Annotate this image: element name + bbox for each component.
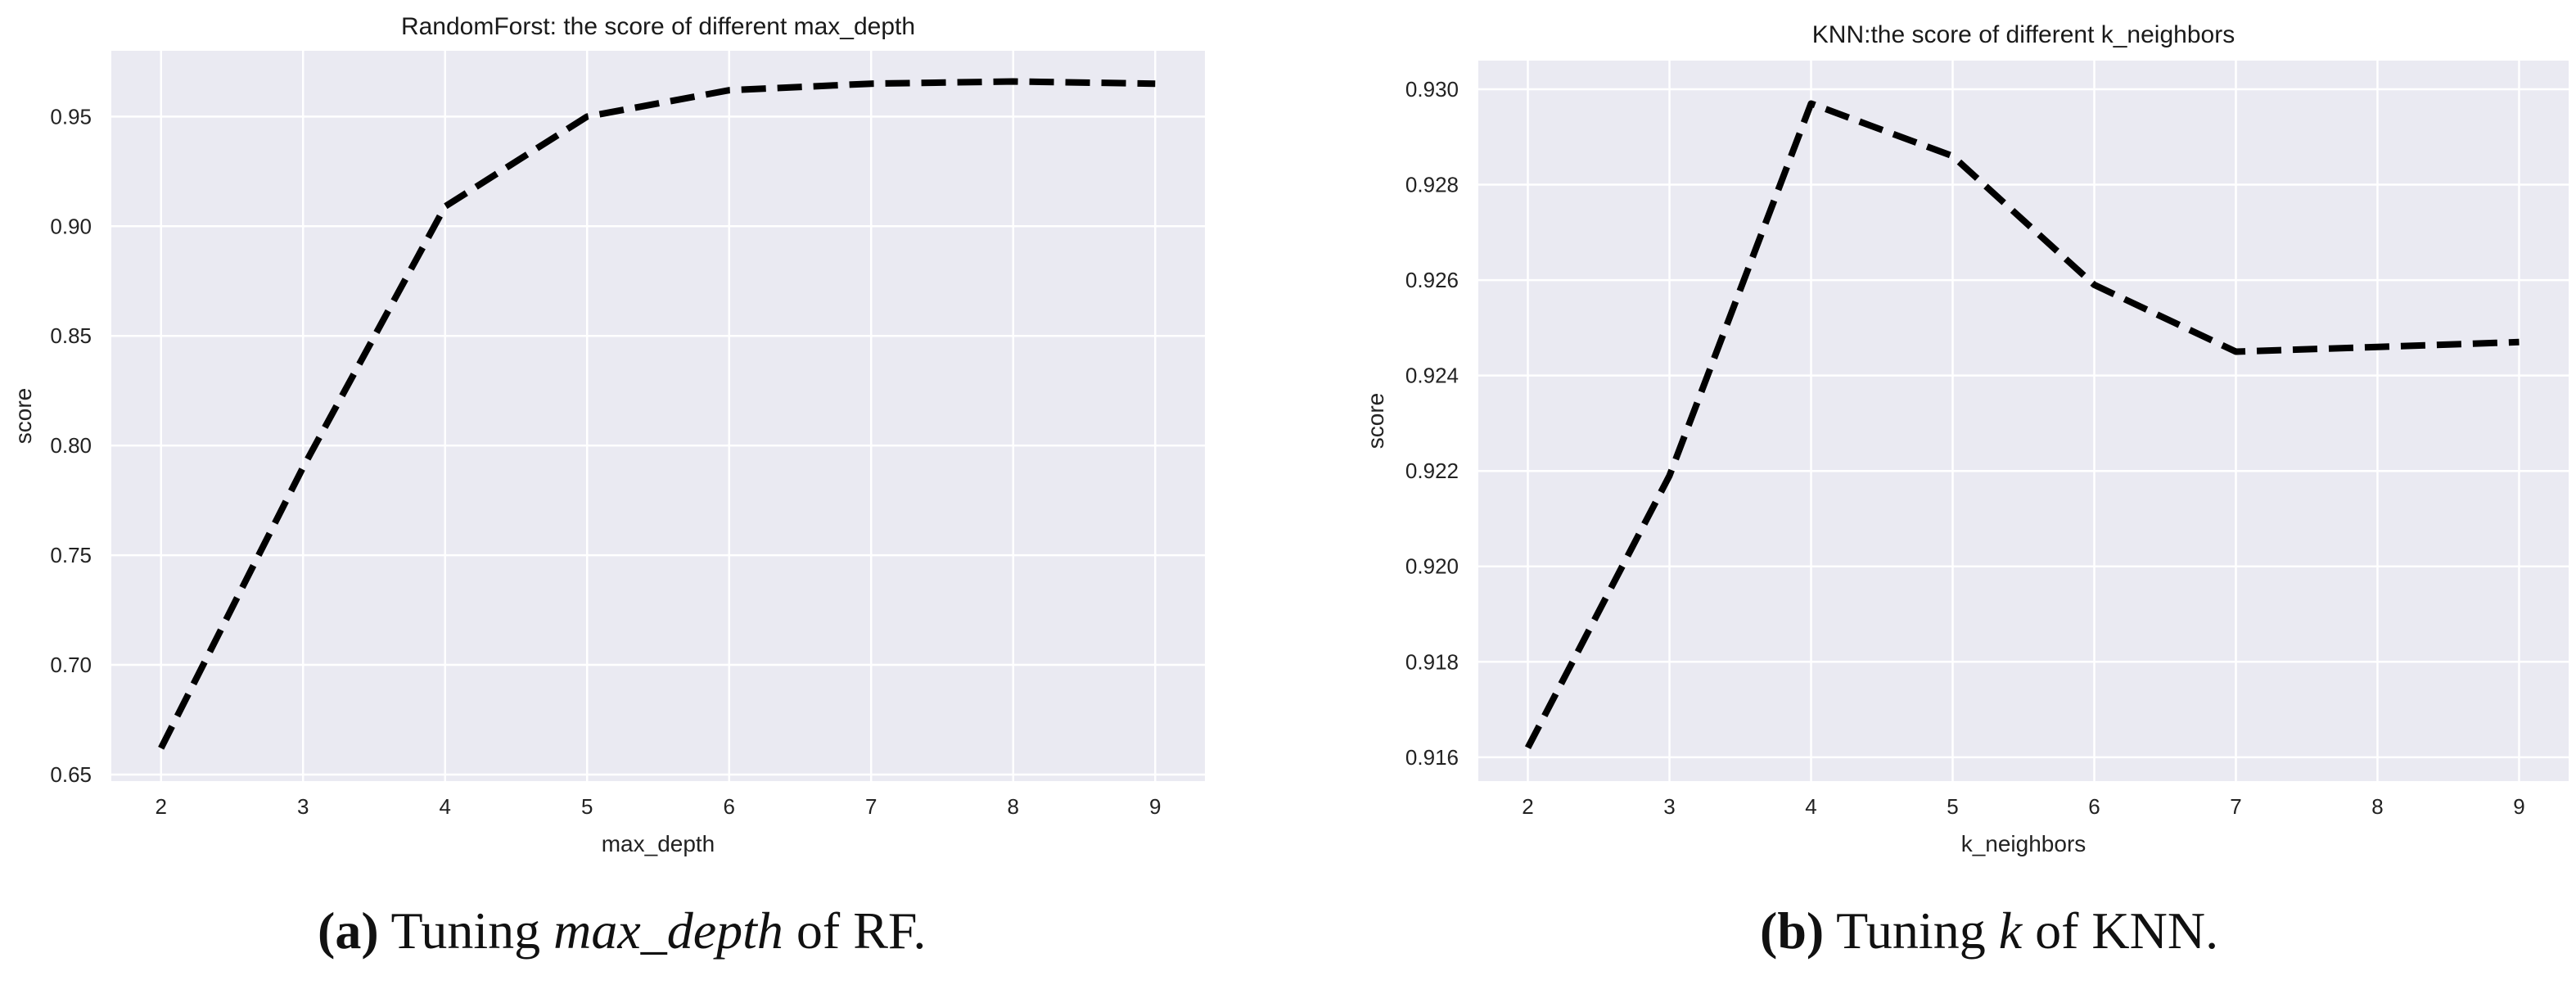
- chart-b-x-tick-label: 9: [2513, 794, 2524, 819]
- chart-a-x-tick-label: 2: [155, 794, 166, 819]
- chart-b-y-tick-label: 0.928: [1405, 173, 1459, 197]
- chart-b-x-tick-label: 3: [1663, 794, 1675, 819]
- chart-b-x-ticks: 2 3 4 5 6 7 8 9: [1522, 794, 2524, 819]
- chart-a-x-tick-label: 5: [581, 794, 593, 819]
- chart-a-y-tick-label: 0.85: [50, 323, 92, 348]
- chart-a-plot-area: [111, 51, 1205, 781]
- chart-b-y-tick-label: 0.926: [1405, 268, 1459, 292]
- caption-a: (a) Tuning max_depth of RF.: [318, 901, 926, 961]
- caption-b-post: of KNN.: [2022, 901, 2218, 960]
- chart-a-y-ticks: 0.65 0.70 0.75 0.80 0.85 0.90 0.95: [50, 104, 92, 787]
- caption-b-label: (b): [1760, 901, 1824, 960]
- chart-a: 2 3 4 5 6 7 8 9 0.65 0.70 0.75 0.80 0.85 0.90 0.95 Ra…: [11, 13, 1205, 856]
- chart-a-y-tick-label: 0.90: [50, 214, 92, 238]
- chart-b-y-tick-label: 0.918: [1405, 649, 1459, 674]
- caption-a-italic: max_depth: [553, 901, 783, 960]
- chart-a-y-tick-label: 0.75: [50, 543, 92, 567]
- chart-a-y-tick-label: 0.95: [50, 104, 92, 129]
- chart-a-x-tick-label: 7: [865, 794, 877, 819]
- chart-b-y-tick-label: 0.924: [1405, 364, 1459, 388]
- chart-b-y-tick-label: 0.922: [1405, 459, 1459, 483]
- chart-b-x-label: k_neighbors: [1961, 831, 2087, 856]
- chart-a-x-ticks: 2 3 4 5 6 7 8 9: [155, 794, 1161, 819]
- chart-b-y-tick-label: 0.930: [1405, 77, 1459, 102]
- caption-b-italic: k: [1999, 901, 2022, 960]
- chart-a-x-tick-label: 6: [724, 794, 735, 819]
- chart-b-y-label: score: [1363, 393, 1388, 449]
- caption-b-pre: Tuning: [1824, 901, 1998, 960]
- chart-a-y-tick-label: 0.70: [50, 653, 92, 677]
- chart-b-y-tick-label: 0.920: [1405, 554, 1459, 579]
- caption-a-pre: Tuning: [379, 901, 553, 960]
- chart-b-x-tick-label: 2: [1522, 794, 1533, 819]
- chart-b-title: KNN:the score of different k_neighbors: [1812, 21, 2235, 48]
- chart-a-y-label: score: [11, 388, 36, 444]
- chart-b-x-tick-label: 5: [1947, 794, 1958, 819]
- chart-b-y-tick-label: 0.916: [1405, 745, 1459, 770]
- chart-a-x-tick-label: 3: [297, 794, 309, 819]
- chart-b-plot-area: [1478, 61, 2569, 781]
- chart-a-x-label: max_depth: [602, 831, 715, 856]
- chart-a-title: RandomForst: the score of different max_…: [401, 13, 915, 40]
- caption-b: (b) Tuning k of KNN.: [1760, 901, 2218, 961]
- chart-b-x-tick-label: 8: [2371, 794, 2383, 819]
- chart-a-x-tick-label: 8: [1008, 794, 1019, 819]
- chart-b-x-tick-label: 4: [1805, 794, 1816, 819]
- chart-a-y-tick-label: 0.80: [50, 433, 92, 458]
- chart-a-x-tick-label: 9: [1149, 794, 1161, 819]
- chart-b-x-tick-label: 7: [2230, 794, 2241, 819]
- chart-a-y-tick-label: 0.65: [50, 762, 92, 787]
- chart-a-x-tick-label: 4: [440, 794, 451, 819]
- caption-a-post: of RF.: [783, 901, 926, 960]
- chart-b-x-tick-label: 6: [2088, 794, 2100, 819]
- caption-a-label: (a): [318, 901, 379, 960]
- chart-b-y-ticks: 0.916 0.918 0.920 0.922 0.924 0.926 0.928 0.930: [1405, 77, 1459, 770]
